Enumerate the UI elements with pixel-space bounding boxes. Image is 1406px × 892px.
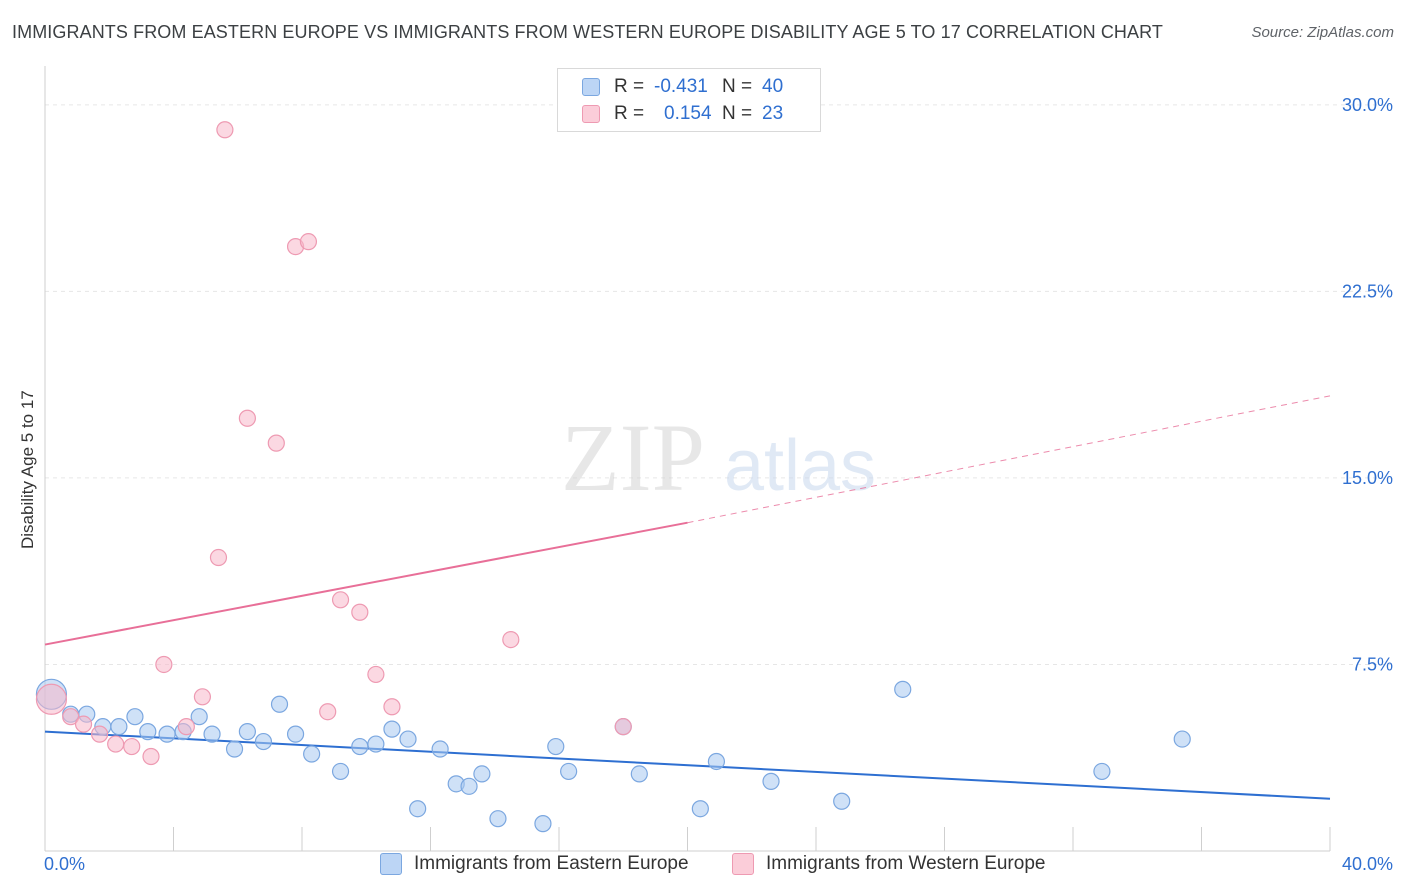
point-western bbox=[193, 688, 212, 706]
point-eastern bbox=[303, 745, 321, 763]
point-western bbox=[123, 737, 141, 756]
point-eastern bbox=[238, 723, 256, 741]
series-swatch-pink bbox=[732, 853, 754, 875]
point-western bbox=[267, 434, 285, 452]
x-tick-label: 0.0% bbox=[44, 854, 85, 874]
y-tick-label: 15.0% bbox=[1342, 468, 1393, 488]
series-name-eastern: Immigrants from Eastern Europe bbox=[414, 853, 689, 874]
point-western bbox=[216, 121, 234, 139]
point-western bbox=[74, 715, 93, 733]
point-western bbox=[62, 708, 80, 726]
point-eastern bbox=[489, 810, 507, 828]
point-western bbox=[238, 409, 256, 427]
series-name-western: Immigrants from Western Europe bbox=[766, 853, 1046, 874]
correlation-legend: R = -0.431 N = 40 R = 0.154 N = 23 bbox=[557, 68, 821, 132]
point-eastern bbox=[190, 708, 208, 726]
point-western bbox=[502, 630, 520, 649]
point-western bbox=[319, 703, 337, 721]
watermark-zip: ZIP bbox=[561, 404, 705, 511]
point-eastern bbox=[630, 765, 648, 783]
trend-line-western bbox=[44, 521, 688, 646]
y-tick-label: 30.0% bbox=[1342, 95, 1393, 115]
point-eastern bbox=[833, 792, 851, 810]
point-eastern bbox=[431, 740, 449, 758]
point-eastern bbox=[254, 732, 273, 751]
point-eastern bbox=[534, 815, 552, 833]
point-eastern bbox=[707, 752, 726, 771]
watermark-atlas: atlas bbox=[724, 426, 876, 506]
gridlines bbox=[45, 104, 1392, 665]
point-eastern bbox=[1173, 730, 1191, 748]
point-eastern bbox=[225, 740, 244, 758]
y-tick-label: 7.5% bbox=[1352, 654, 1393, 674]
legend-r-label: R = bbox=[614, 103, 645, 124]
legend-r-label: R = bbox=[614, 76, 645, 97]
point-western bbox=[142, 747, 160, 766]
point-eastern bbox=[1093, 762, 1111, 781]
legend-r-value: 0.154 bbox=[664, 103, 712, 124]
point-western bbox=[367, 665, 385, 684]
point-eastern bbox=[351, 737, 369, 756]
point-eastern bbox=[126, 708, 144, 726]
point-eastern bbox=[409, 800, 427, 818]
legend-n-label: N = bbox=[722, 103, 753, 124]
point-western bbox=[35, 683, 68, 715]
series-legend-western: Immigrants from Western Europe bbox=[732, 852, 1045, 876]
point-eastern bbox=[383, 720, 401, 738]
point-eastern bbox=[894, 680, 912, 698]
point-eastern bbox=[399, 730, 417, 748]
axes bbox=[44, 66, 1331, 852]
x-tick-label: 40.0% bbox=[1342, 854, 1393, 874]
point-eastern bbox=[547, 737, 565, 756]
legend-swatch-pink bbox=[582, 105, 600, 123]
point-eastern bbox=[203, 725, 221, 743]
watermark: ZIP atlas bbox=[561, 404, 876, 511]
point-eastern bbox=[270, 695, 289, 713]
point-eastern bbox=[762, 772, 780, 790]
series-legend-eastern: Immigrants from Eastern Europe bbox=[380, 852, 689, 876]
point-eastern bbox=[139, 723, 157, 741]
legend-r-value: -0.431 bbox=[654, 76, 708, 97]
point-western bbox=[107, 735, 125, 753]
point-western bbox=[383, 698, 401, 716]
series-swatch-blue bbox=[380, 853, 402, 875]
tick-labels: 7.5% 15.0% 22.5% 30.0% 0.0% 40.0% bbox=[44, 95, 1393, 874]
point-western bbox=[351, 603, 369, 621]
point-western bbox=[299, 233, 318, 251]
point-western bbox=[155, 655, 173, 674]
y-axis-label: Disability Age 5 to 17 bbox=[18, 390, 37, 549]
legend-n-value: 40 bbox=[762, 76, 784, 97]
point-eastern bbox=[286, 725, 305, 743]
point-western bbox=[331, 591, 350, 609]
legend-row-western: R = 0.154 N = 23 bbox=[582, 102, 783, 126]
point-western bbox=[177, 718, 195, 736]
point-western bbox=[614, 718, 632, 736]
chart-title: IMMIGRANTS FROM EASTERN EUROPE VS IMMIGR… bbox=[12, 22, 1164, 42]
point-eastern bbox=[473, 765, 491, 783]
legend-n-value: 23 bbox=[762, 103, 784, 124]
point-eastern bbox=[331, 762, 350, 781]
point-eastern bbox=[110, 718, 128, 736]
legend-n-label: N = bbox=[722, 76, 753, 97]
legend-swatch-blue bbox=[582, 78, 600, 96]
data-points bbox=[35, 121, 1191, 833]
point-eastern bbox=[560, 762, 578, 781]
point-western bbox=[91, 725, 109, 743]
point-eastern bbox=[460, 777, 478, 795]
source-label: Source: ZipAtlas.com bbox=[1251, 24, 1394, 41]
y-tick-label: 22.5% bbox=[1342, 281, 1393, 301]
point-eastern bbox=[158, 725, 176, 743]
point-eastern bbox=[367, 735, 385, 753]
point-eastern bbox=[691, 800, 709, 818]
point-western bbox=[209, 548, 228, 567]
legend-row-eastern: R = -0.431 N = 40 bbox=[582, 75, 783, 99]
